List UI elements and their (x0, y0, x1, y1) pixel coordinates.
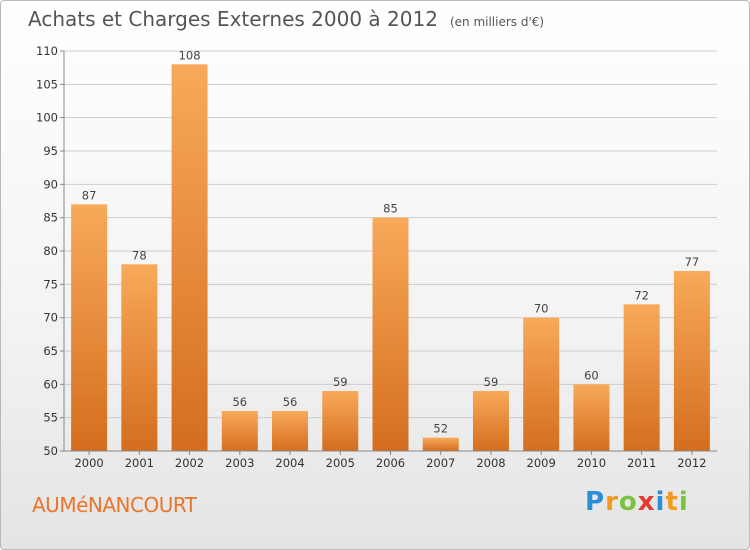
chart-title: Achats et Charges Externes 2000 à 2012 (e… (28, 7, 544, 31)
bars (71, 64, 710, 452)
x-tick-label: 2005 (326, 456, 355, 470)
bar-2000 (71, 204, 108, 451)
brand-letter: x (637, 487, 656, 517)
y-tick-label: 65 (43, 344, 58, 358)
data-label: 108 (179, 48, 201, 62)
brand-letter: i (678, 487, 689, 517)
bar-2003 (221, 411, 258, 451)
bar-2009 (523, 317, 560, 451)
y-tick-label: 50 (43, 444, 58, 458)
x-tick-label: 2003 (225, 456, 254, 470)
bar-2011 (623, 304, 660, 451)
data-label: 78 (132, 248, 147, 262)
y-tick-label: 100 (36, 111, 58, 125)
x-tick-label: 2006 (376, 456, 405, 470)
brand-letter: t (665, 487, 679, 517)
data-label: 77 (685, 255, 700, 269)
brand-letter: r (605, 487, 619, 517)
data-label: 85 (383, 202, 398, 216)
data-label: 87 (82, 188, 97, 202)
x-tick-label: 2007 (426, 456, 455, 470)
bar-2006 (372, 217, 409, 451)
data-label: 59 (484, 375, 499, 389)
bar-2005 (322, 391, 359, 451)
brand-letter: P (585, 487, 606, 517)
y-tick-label: 80 (43, 244, 58, 258)
data-label: 70 (534, 302, 549, 316)
bar-2001 (121, 264, 158, 451)
bar-2002 (171, 64, 208, 452)
y-tick-label: 95 (43, 144, 58, 158)
y-tick-label: 55 (43, 411, 58, 425)
data-label: 56 (232, 395, 247, 409)
x-tick-label: 2011 (627, 456, 656, 470)
data-label: 56 (283, 395, 298, 409)
brand-letter: i (655, 487, 666, 517)
bar-2007 (422, 437, 459, 451)
chart-unit: (en milliers d'€) (449, 15, 545, 29)
x-tick-label: 2004 (275, 456, 304, 470)
x-tick-label: 2002 (175, 456, 204, 470)
bar-2008 (472, 391, 509, 451)
x-tick-label: 2010 (577, 456, 606, 470)
data-label: 72 (634, 288, 649, 302)
y-tick-label: 60 (43, 377, 58, 391)
brand-letter: o (618, 487, 638, 517)
x-tick-label: 2008 (476, 456, 505, 470)
bar-2004 (272, 411, 309, 451)
y-tick-label: 70 (43, 311, 58, 325)
y-tick-label: 90 (43, 177, 58, 191)
x-tick-label: 2000 (74, 456, 103, 470)
y-tick-label: 110 (36, 44, 58, 58)
y-tick-label: 85 (43, 211, 58, 225)
x-tick-label: 2001 (125, 456, 154, 470)
data-label: 60 (584, 368, 599, 382)
y-tick-label: 105 (36, 77, 58, 91)
labels: 50 55 60 65 70 75 80 85 90 95 100 105 110 87 2000 78 200… (36, 44, 706, 470)
axes (60, 50, 717, 455)
x-tick-label: 2012 (677, 456, 706, 470)
bar-2012 (673, 271, 710, 451)
brand-logo: Proxiti (585, 487, 689, 517)
x-tick-label: 2009 (527, 456, 556, 470)
chart-title-text: Achats et Charges Externes 2000 à 2012 (28, 7, 438, 31)
bar-2010 (573, 384, 610, 451)
data-label: 52 (433, 422, 448, 436)
data-label: 59 (333, 375, 348, 389)
y-tick-label: 75 (43, 277, 58, 291)
commune-name: AUMéNANCOURT (32, 493, 197, 517)
